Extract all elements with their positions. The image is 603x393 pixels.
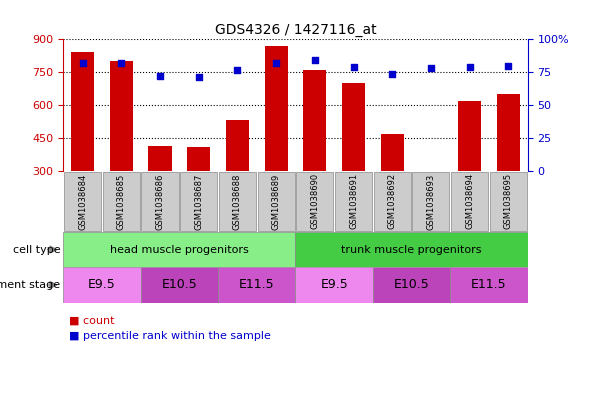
Bar [380, 134, 404, 171]
Point [426, 65, 436, 72]
Bar [497, 94, 520, 171]
Text: GSM1038686: GSM1038686 [156, 173, 165, 230]
Bar [142, 172, 178, 231]
Bar [110, 61, 133, 171]
Point [155, 73, 165, 79]
Text: E11.5: E11.5 [471, 278, 507, 292]
Bar [187, 147, 210, 171]
Bar [63, 267, 140, 303]
Bar [458, 101, 481, 171]
Text: GSM1038689: GSM1038689 [271, 173, 280, 230]
Bar [450, 267, 528, 303]
Point [465, 64, 475, 70]
Point [116, 60, 126, 66]
Bar [103, 172, 140, 231]
Point [271, 60, 281, 66]
Bar [295, 232, 528, 267]
Bar [265, 46, 288, 171]
Bar [71, 52, 94, 171]
Text: development stage: development stage [0, 280, 60, 290]
Text: GSM1038692: GSM1038692 [388, 173, 397, 230]
Bar [140, 267, 218, 303]
Point [233, 66, 242, 73]
Point [387, 70, 397, 77]
Bar [148, 146, 172, 171]
Text: GSM1038695: GSM1038695 [504, 173, 513, 230]
Point [78, 60, 87, 66]
Point [194, 74, 204, 81]
Text: GSM1038690: GSM1038690 [311, 173, 320, 230]
Text: GSM1038687: GSM1038687 [194, 173, 203, 230]
Text: GSM1038693: GSM1038693 [426, 173, 435, 230]
Point [504, 62, 513, 69]
Bar [218, 267, 295, 303]
Bar [451, 172, 488, 231]
Bar [63, 232, 295, 267]
Text: GSM1038694: GSM1038694 [465, 173, 474, 230]
Bar [226, 121, 249, 171]
Text: GSM1038684: GSM1038684 [78, 173, 87, 230]
Bar [412, 172, 449, 231]
Bar [295, 267, 373, 303]
Title: GDS4326 / 1427116_at: GDS4326 / 1427116_at [215, 23, 376, 37]
Bar [257, 172, 295, 231]
Bar [335, 172, 372, 231]
Text: head muscle progenitors: head muscle progenitors [110, 244, 249, 255]
Text: ■ percentile rank within the sample: ■ percentile rank within the sample [69, 331, 271, 341]
Bar [490, 172, 527, 231]
Text: E10.5: E10.5 [394, 278, 429, 292]
Bar [373, 267, 450, 303]
Point [310, 57, 320, 64]
Text: GSM1038691: GSM1038691 [349, 173, 358, 230]
Text: cell type: cell type [13, 244, 60, 255]
Text: GSM1038685: GSM1038685 [117, 173, 126, 230]
Bar [303, 70, 326, 171]
Point [349, 64, 358, 70]
Text: E9.5: E9.5 [88, 278, 116, 292]
Bar [219, 172, 256, 231]
Text: E11.5: E11.5 [239, 278, 274, 292]
Bar [296, 172, 333, 231]
Text: GSM1038688: GSM1038688 [233, 173, 242, 230]
Text: E10.5: E10.5 [162, 278, 197, 292]
Text: E9.5: E9.5 [320, 278, 348, 292]
Bar [180, 172, 217, 231]
Bar [342, 83, 365, 171]
Text: ■ count: ■ count [69, 315, 115, 325]
Bar [419, 171, 443, 172]
Text: trunk muscle progenitors: trunk muscle progenitors [341, 244, 482, 255]
Bar [374, 172, 411, 231]
Bar [64, 172, 101, 231]
